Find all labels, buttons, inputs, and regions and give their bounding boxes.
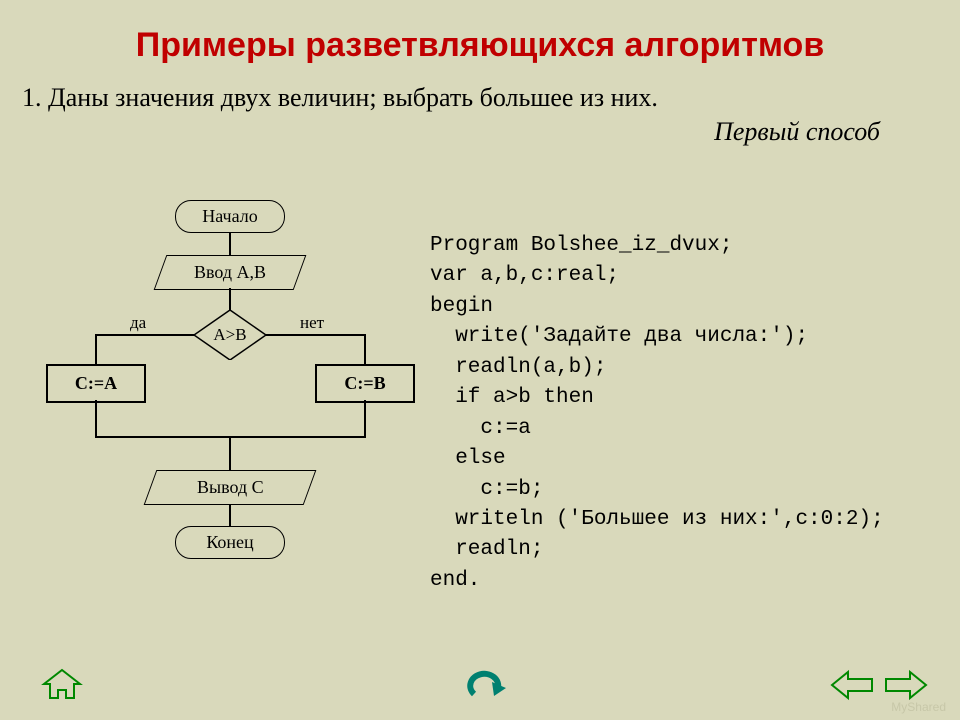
edge	[364, 334, 366, 364]
edge	[229, 436, 231, 470]
node-output-label: Вывод С	[197, 477, 264, 498]
branch-no-label: нет	[300, 313, 324, 333]
edge	[229, 288, 231, 310]
code-line: write('Задайте два числа:');	[430, 325, 808, 348]
home-icon	[40, 668, 84, 702]
code-line: Program Bolshee_iz_dvux;	[430, 234, 732, 257]
prev-button[interactable]	[830, 668, 874, 702]
code-line: c:=a	[430, 417, 531, 440]
node-right-label: C:=B	[344, 373, 385, 393]
code-line: readln(a,b);	[430, 356, 606, 379]
node-left-label: C:=A	[75, 373, 117, 393]
slide: Примеры разветвляющихся алгоритмов 1. Да…	[0, 0, 960, 720]
node-left: C:=A	[46, 364, 146, 403]
node-start-label: Начало	[202, 206, 257, 226]
code-line: begin	[430, 295, 493, 318]
node-end: Конец	[175, 526, 285, 559]
edge	[266, 334, 365, 336]
code-line: var a,b,c:real;	[430, 264, 619, 287]
edge	[95, 436, 366, 438]
edge	[95, 334, 194, 336]
next-icon	[884, 668, 928, 702]
node-end-label: Конец	[206, 532, 253, 552]
code-block: Program Bolshee_iz_dvux; var a,b,c:real;…	[430, 231, 884, 596]
edge	[95, 400, 97, 436]
code-line: if a>b then	[430, 386, 594, 409]
edge	[364, 400, 366, 436]
slide-title: Примеры разветвляющихся алгоритмов	[0, 0, 960, 65]
branch-yes-label: да	[130, 313, 146, 333]
node-decision: A>B	[194, 310, 266, 360]
code-line: else	[430, 447, 506, 470]
node-output: Вывод С	[150, 470, 310, 505]
home-button[interactable]	[40, 668, 84, 702]
node-input: Ввод A,B	[160, 255, 300, 290]
next-button[interactable]	[884, 668, 928, 702]
prev-icon	[830, 668, 874, 702]
code-line: readln;	[430, 538, 543, 561]
node-input-label: Ввод A,B	[194, 262, 266, 283]
edge	[229, 233, 231, 255]
code-line: c:=b;	[430, 478, 543, 501]
node-right: C:=B	[315, 364, 415, 403]
code-line: end.	[430, 569, 480, 592]
watermark: MyShared	[891, 700, 946, 714]
subtitle: Первый способ	[0, 117, 960, 147]
edge	[229, 504, 231, 526]
node-decision-label: A>B	[194, 310, 266, 360]
undo-icon	[460, 664, 510, 702]
undo-button[interactable]	[460, 664, 510, 702]
node-start: Начало	[175, 200, 285, 233]
task-text: 1. Даны значения двух величин; выбрать б…	[0, 65, 960, 113]
edge	[95, 334, 97, 364]
flowchart: Начало Ввод A,B A>B да нет C:=A	[40, 200, 420, 630]
code-line: writeln ('Большее из них:',c:0:2);	[430, 508, 884, 531]
